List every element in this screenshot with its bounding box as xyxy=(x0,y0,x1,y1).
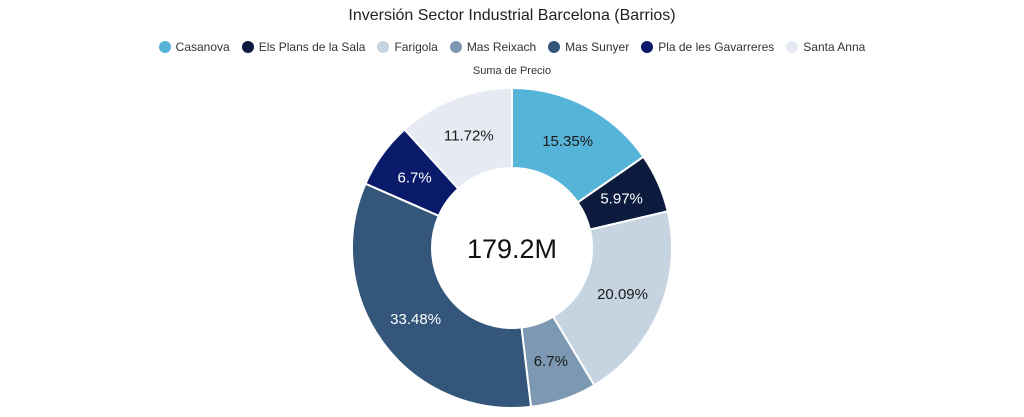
legend-swatch xyxy=(449,41,462,53)
chart-legend: Casanova Els Plans de la Sala Farigola Mas … xyxy=(0,40,1024,54)
legend-swatch xyxy=(786,41,799,53)
legend-label: Santa Anna xyxy=(803,40,866,54)
legend-label: Farigola xyxy=(394,40,438,54)
slice-data-label: 6.7% xyxy=(534,353,568,370)
slice-data-label: 33.48% xyxy=(390,311,441,328)
legend-swatch xyxy=(377,41,390,53)
chart-title: Inversión Sector Industrial Barcelona (B… xyxy=(348,7,676,24)
legend-item[interactable]: Santa Anna xyxy=(786,40,865,54)
legend-item[interactable]: Mas Sunyer xyxy=(548,40,629,54)
slice-data-label: 5.97% xyxy=(600,191,643,208)
legend-item[interactable]: Pla de les Gavarreres xyxy=(641,40,774,54)
legend-label: Els Plans de la Sala xyxy=(258,40,366,54)
slice-data-label: 15.35% xyxy=(542,133,593,150)
legend-label: Casanova xyxy=(175,40,230,54)
donut-slice[interactable] xyxy=(351,182,533,409)
center-total-value: 179.2M xyxy=(467,234,557,264)
slice-data-label: 11.72% xyxy=(444,128,494,145)
legend-swatch xyxy=(548,41,561,53)
legend-label: Mas Sunyer xyxy=(565,40,630,54)
donut-slice[interactable] xyxy=(403,86,513,191)
chart-subtitle: Suma de Precio xyxy=(472,65,552,77)
legend-swatch xyxy=(641,41,654,53)
legend-item[interactable]: Casanova xyxy=(158,40,230,54)
legend-item[interactable]: Mas Reixach xyxy=(449,40,537,54)
legend-item[interactable]: Farigola xyxy=(377,40,438,54)
slice-data-label: 6.7% xyxy=(398,169,432,186)
legend-item[interactable]: Els Plans de la Sala xyxy=(241,40,366,54)
legend-label: Pla de les Gavarreres xyxy=(658,40,775,54)
donut-slice[interactable] xyxy=(551,210,673,387)
legend-swatch xyxy=(241,41,254,53)
slice-data-label: 20.09% xyxy=(597,286,648,303)
legend-label: Mas Reixach xyxy=(466,40,537,54)
legend-swatch xyxy=(158,41,171,53)
